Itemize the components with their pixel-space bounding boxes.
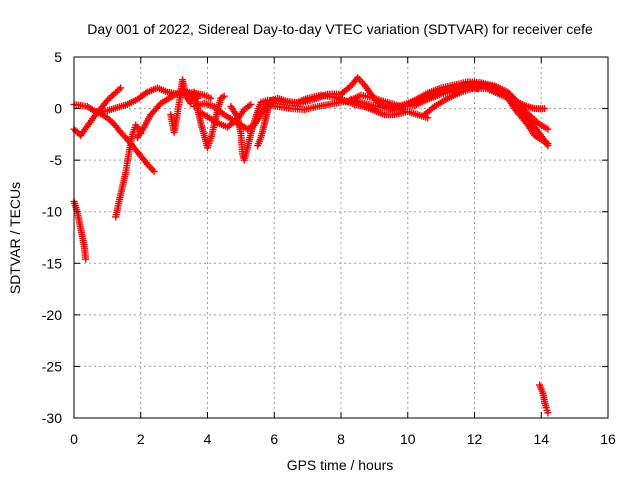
data-point — [522, 108, 530, 116]
y-tick-label: 0 — [54, 101, 62, 117]
x-axis-title: GPS time / hours — [287, 457, 394, 473]
series-arc-19 — [536, 381, 552, 417]
y-axis-title: SDTVAR / TECUs — [7, 182, 23, 294]
data-point — [117, 84, 125, 92]
x-tick-label: 0 — [70, 431, 78, 447]
y-tick-label: -10 — [42, 204, 62, 220]
x-tick-label: 2 — [137, 431, 145, 447]
data-point — [82, 255, 90, 263]
series-arc-3 — [70, 197, 90, 263]
y-axis: 5 0 -5 -10 -15 -20 -25 -30 — [42, 49, 608, 426]
data-point — [544, 409, 552, 417]
x-axis: 0 2 4 6 8 10 12 14 16 — [70, 57, 616, 447]
x-tick-label: 12 — [467, 431, 483, 447]
grid — [74, 57, 608, 418]
x-tick-label: 10 — [400, 431, 416, 447]
x-tick-label: 14 — [533, 431, 549, 447]
series-arc-4 — [112, 121, 145, 221]
y-tick-label: -15 — [42, 255, 62, 271]
data-point — [150, 167, 158, 175]
x-tick-label: 6 — [270, 431, 278, 447]
y-tick-label: -20 — [42, 307, 62, 323]
y-tick-label: 5 — [54, 49, 62, 65]
data-point — [544, 125, 552, 133]
data-point — [424, 114, 432, 122]
data-point — [220, 92, 228, 100]
x-tick-label: 4 — [204, 431, 212, 447]
data-point — [207, 94, 215, 102]
chart-title: Day 001 of 2022, Sidereal Day-to-day VTE… — [87, 21, 593, 37]
data-points — [70, 74, 552, 417]
y-tick-label: -25 — [42, 358, 62, 374]
x-tick-label: 8 — [337, 431, 345, 447]
data-point — [247, 100, 255, 108]
data-point — [544, 140, 552, 148]
data-point — [541, 105, 549, 113]
x-tick-label: 16 — [600, 431, 616, 447]
y-tick-label: -5 — [50, 152, 63, 168]
series-arc-18 — [477, 80, 552, 148]
y-tick-label: -30 — [42, 410, 62, 426]
